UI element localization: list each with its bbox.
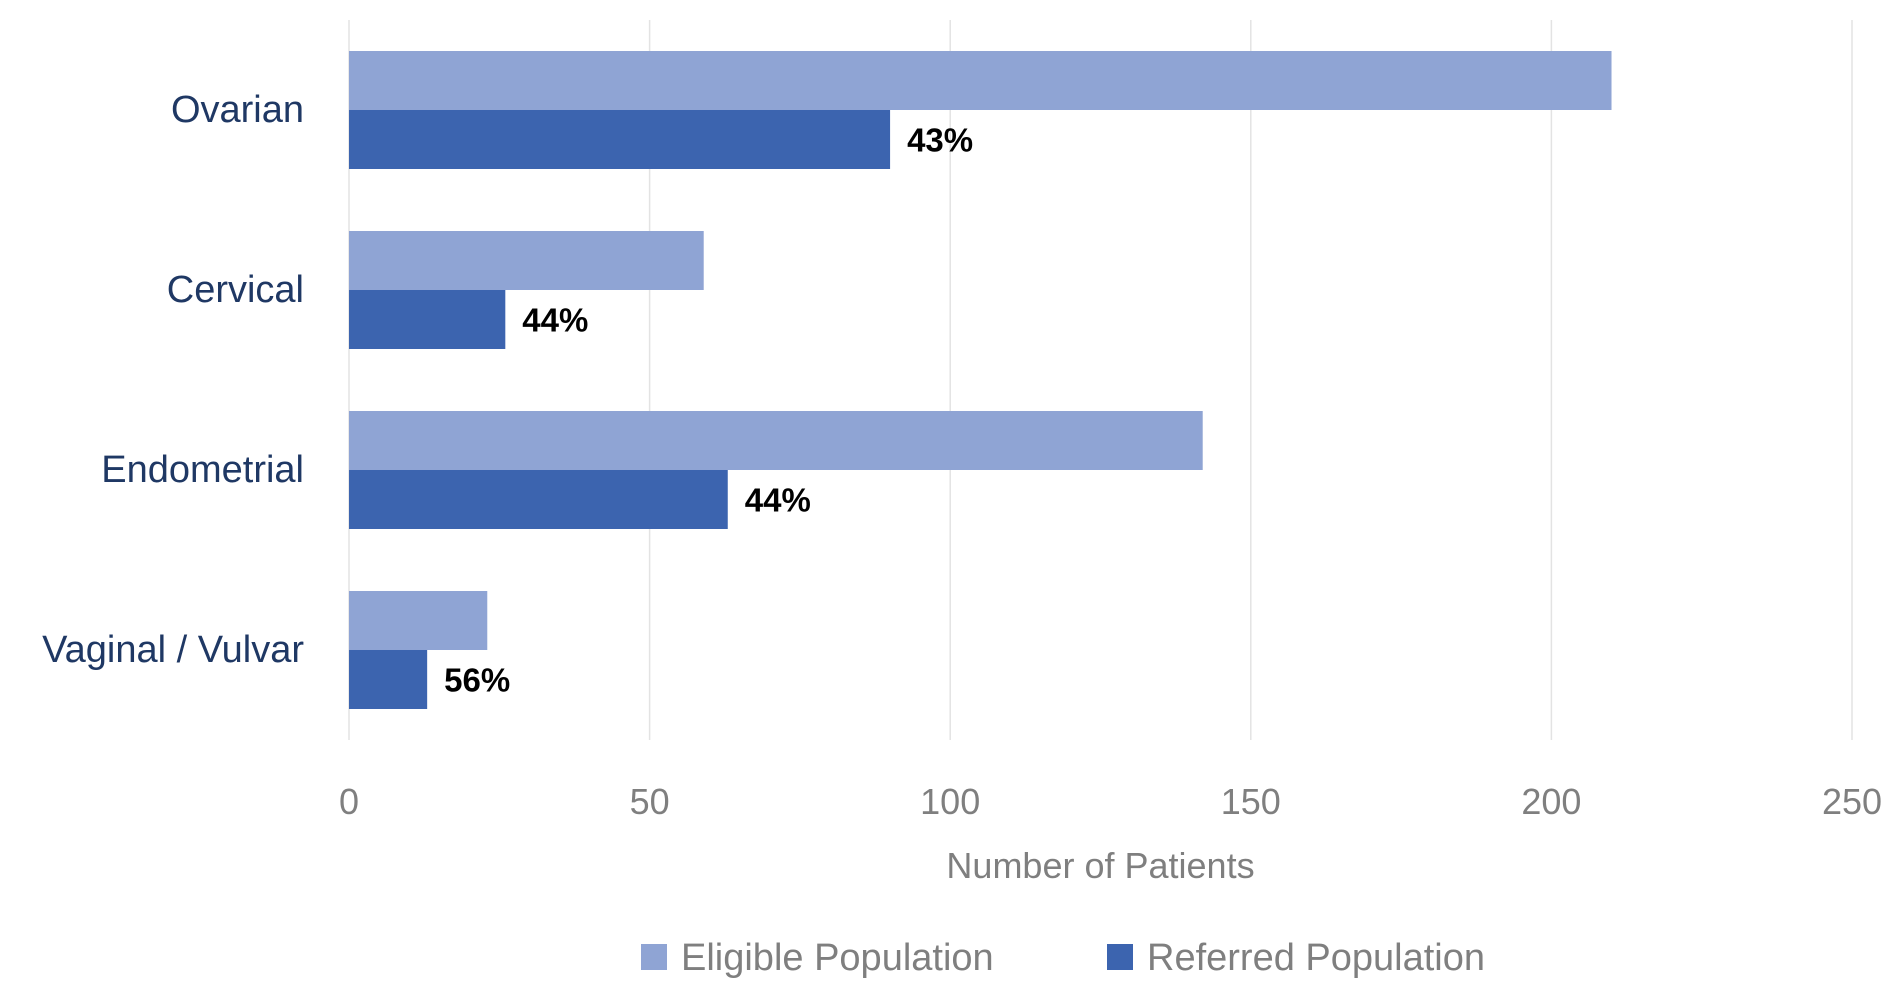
category-labels: Ovarian Cervical Endometrial Vaginal / Vulv…	[42, 89, 304, 671]
data-labels: 43% 44% 44% 56%	[444, 122, 973, 699]
bar-referred-population	[349, 470, 728, 529]
data-label: 56%	[444, 662, 510, 699]
bar-referred-population	[349, 110, 891, 169]
data-label: 44%	[522, 302, 588, 339]
bar-referred-population	[349, 290, 506, 349]
category-label: Ovarian	[171, 89, 304, 131]
bar-referred-population	[349, 650, 428, 709]
legend: Eligible Population Referred Population	[641, 937, 1485, 979]
x-axis-title: Number of Patients	[946, 845, 1254, 886]
x-tick-labels: 0 50 100 150 200 250	[339, 781, 1882, 822]
bars	[349, 51, 1612, 709]
bar-eligible-population	[349, 51, 1612, 110]
bar-eligible-population	[349, 411, 1203, 470]
bar-eligible-population	[349, 591, 488, 650]
x-tick-label: 150	[1221, 781, 1281, 822]
x-tick-label: 0	[339, 781, 359, 822]
category-label: Vaginal / Vulvar	[42, 629, 304, 671]
data-label: 43%	[907, 122, 973, 159]
x-tick-label: 250	[1822, 781, 1882, 822]
bar-eligible-population	[349, 231, 704, 290]
legend-label: Referred Population	[1147, 937, 1485, 979]
category-label: Cervical	[167, 269, 304, 311]
category-label: Endometrial	[101, 449, 304, 491]
legend-swatch	[641, 944, 667, 970]
legend-label: Eligible Population	[681, 937, 994, 979]
x-tick-label: 100	[920, 781, 980, 822]
legend-swatch	[1107, 944, 1133, 970]
x-tick-label: 200	[1521, 781, 1581, 822]
data-label: 44%	[745, 482, 811, 519]
x-tick-label: 50	[630, 781, 670, 822]
